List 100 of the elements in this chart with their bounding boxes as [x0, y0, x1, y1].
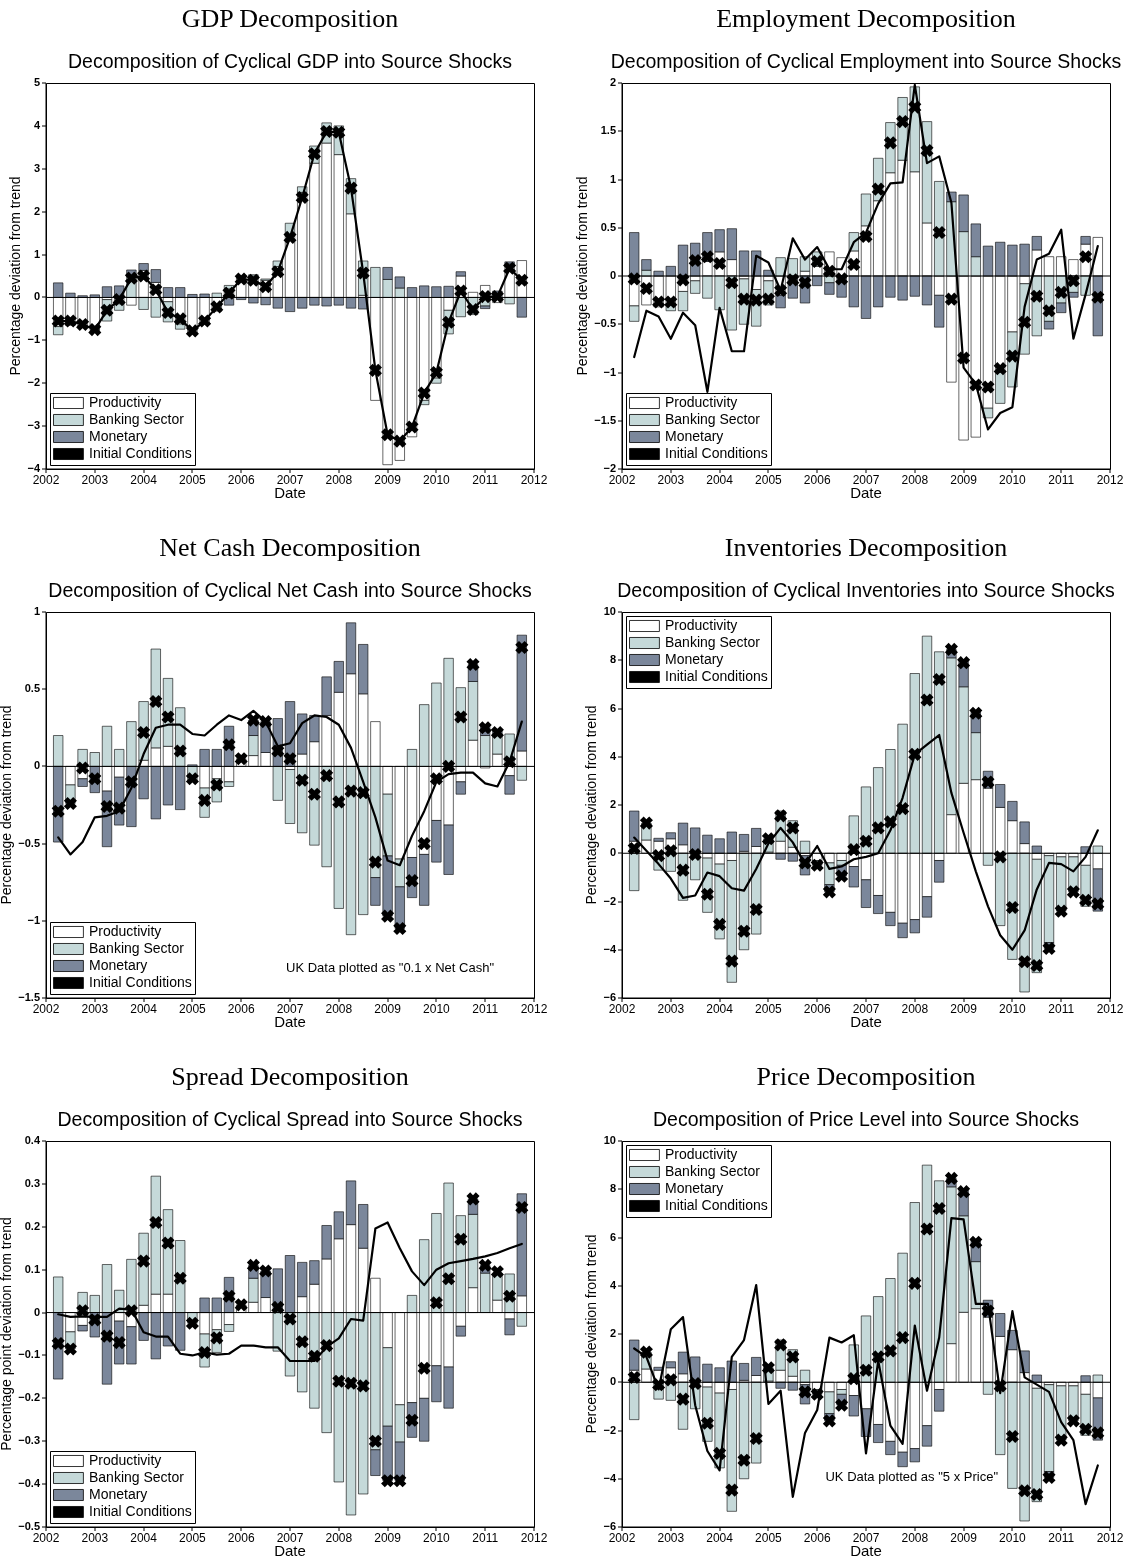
x-tick-label: 2005	[179, 1002, 207, 1016]
y-tick-label: −0.1	[18, 1348, 40, 1361]
y-tick-label: 5	[33, 76, 40, 88]
legend-label: Productivity	[665, 1146, 738, 1162]
y-axis-title: Percentage deviation from trend	[7, 176, 24, 376]
y-tick-label: 0.5	[600, 220, 616, 233]
legend-label: Monetary	[665, 1180, 724, 1196]
y-tick-label: −2	[603, 894, 616, 907]
x-tick-label: 2003	[81, 1002, 109, 1016]
x-tick-label: 2005	[755, 1002, 783, 1016]
y-tick-label: −0.4	[18, 1477, 41, 1490]
chart-title: Net Cash Decomposition	[159, 532, 421, 562]
y-tick-label: 2	[609, 76, 616, 88]
y-tick-label: −1	[603, 365, 616, 378]
chart-title: GDP Decomposition	[181, 3, 399, 33]
x-tick-label: 2003	[657, 1531, 685, 1545]
y-tick-label: 6	[609, 701, 616, 714]
y-axis-title: Percentage deviation from trend	[0, 705, 15, 905]
y-tick-label: 1	[33, 247, 40, 260]
x-tick-label: 2006	[227, 1531, 255, 1545]
legend-label: Banking Sector	[665, 634, 761, 650]
x-tick-label: 2009	[374, 1002, 402, 1016]
x-tick-label: 2009	[950, 473, 978, 487]
y-tick-label: −0.3	[18, 1434, 40, 1447]
legend-label: Banking Sector	[89, 940, 185, 956]
x-tick-label: 2012	[1096, 473, 1124, 487]
legend-label: Initial Conditions	[665, 445, 768, 461]
x-tick-label: 2002	[32, 473, 60, 487]
y-tick-label: 0	[33, 1305, 40, 1318]
x-tick-label: 2010	[423, 1531, 451, 1545]
y-tick-label: −0.5	[594, 317, 616, 330]
x-tick-label: 2009	[950, 1531, 978, 1545]
y-tick-label: 1.5	[600, 124, 616, 137]
y-axis-title: Percentage deviation from trend	[574, 176, 591, 376]
chart-title: Inventories Decomposition	[724, 532, 1008, 562]
x-tick-label: 2008	[901, 1002, 929, 1016]
x-tick-label: 2004	[130, 1002, 158, 1016]
legend-label: Productivity	[89, 1452, 162, 1468]
y-tick-label: 0	[609, 1375, 616, 1388]
x-tick-label: 2006	[227, 473, 255, 487]
y-tick-label: −0.2	[18, 1391, 40, 1404]
x-tick-label: 2003	[657, 1002, 685, 1016]
x-axis-title: Date	[850, 1542, 882, 1559]
x-tick-label: 2012	[520, 1002, 548, 1016]
y-axis-title: Percentage point deviation from trend	[0, 1217, 15, 1451]
y-tick-label: 0.5	[24, 682, 40, 695]
x-tick-label: 2011	[472, 1002, 499, 1016]
y-tick-label: −6	[603, 1520, 616, 1532]
y-tick-label: 4	[33, 118, 41, 131]
y-tick-label: 8	[609, 653, 616, 666]
x-tick-label: 2009	[950, 1002, 978, 1016]
y-tick-label: 1	[609, 172, 616, 185]
y-tick-label: 0.4	[24, 1134, 41, 1146]
x-tick-label: 2010	[999, 1002, 1027, 1016]
x-tick-label: 2003	[81, 473, 109, 487]
x-tick-label: 2004	[130, 473, 158, 487]
y-tick-label: 10	[603, 605, 616, 617]
legend-label: Monetary	[665, 428, 724, 444]
x-tick-label: 2010	[999, 1531, 1027, 1545]
x-tick-label: 2007	[852, 473, 880, 487]
x-tick-label: 2004	[706, 1531, 734, 1545]
x-tick-label: 2002	[32, 1531, 60, 1545]
chart-subtitle: Decomposition of Cyclical Spread into Source Shocks	[57, 1107, 523, 1130]
y-tick-label: −4	[27, 462, 41, 474]
x-tick-label: 2012	[520, 1531, 548, 1545]
legend-label: Initial Conditions	[665, 1197, 768, 1213]
y-tick-label: 2	[609, 798, 616, 810]
y-tick-label: 0.3	[24, 1176, 40, 1189]
chart-subtitle: Decomposition of Cyclical Inventories into Source Shocks	[617, 578, 1115, 601]
chart-subtitle: Decomposition of Cyclical Employment into Source Shocks	[610, 49, 1122, 72]
legend-label: Monetary	[89, 428, 148, 444]
legend-label: Monetary	[665, 651, 724, 667]
legend-label: Banking Sector	[665, 411, 761, 427]
x-tick-label: 2004	[706, 473, 734, 487]
chart-title: Employment Decomposition	[716, 3, 1016, 33]
y-tick-label: −0.5	[18, 836, 40, 849]
legend-label: Banking Sector	[89, 411, 185, 427]
x-tick-label: 2012	[1096, 1531, 1124, 1545]
x-tick-label: 2006	[227, 1002, 255, 1016]
y-axis-title: Percentage deviation from trend	[583, 705, 600, 905]
x-axis-title: Date	[850, 484, 882, 501]
legend-label: Initial Conditions	[89, 974, 192, 990]
x-tick-label: 2010	[423, 473, 451, 487]
x-tick-label: 2003	[657, 473, 685, 487]
y-tick-label: 0	[33, 290, 40, 303]
y-tick-label: 0.2	[24, 1219, 40, 1232]
x-tick-label: 2005	[179, 1531, 207, 1545]
chart-title: Price Decomposition	[756, 1061, 976, 1091]
annotation: UK Data plotted as "5 x Price"	[825, 1469, 999, 1484]
x-tick-label: 2011	[1048, 1002, 1075, 1016]
x-tick-label: 2004	[706, 1002, 734, 1016]
x-tick-label: 2012	[520, 473, 548, 487]
x-tick-label: 2008	[325, 473, 353, 487]
y-tick-label: −1	[27, 913, 40, 926]
y-tick-label: −2	[603, 462, 616, 474]
y-tick-label: 0	[609, 269, 616, 281]
y-tick-label: 2	[33, 204, 40, 217]
legend-label: Productivity	[89, 394, 162, 410]
y-tick-label: −4	[603, 942, 617, 955]
x-tick-label: 2009	[374, 473, 402, 487]
